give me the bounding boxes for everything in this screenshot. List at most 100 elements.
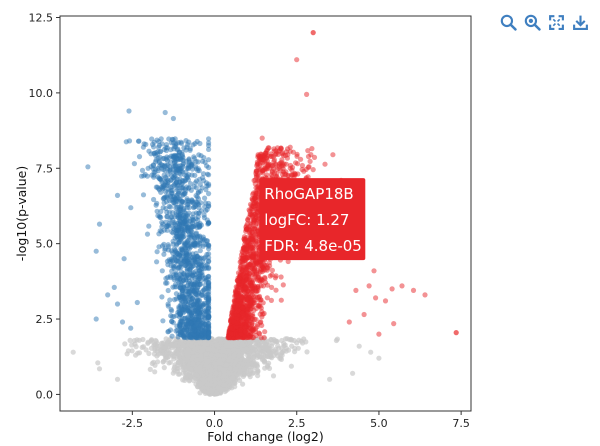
point-up-regulated	[251, 217, 257, 223]
point-down-regulated	[151, 150, 157, 156]
point-not-significant	[227, 379, 233, 385]
point-up-regulated	[238, 258, 244, 264]
point-down-regulated	[114, 192, 121, 198]
point-not-significant	[155, 359, 161, 365]
point-not-significant	[96, 366, 103, 372]
point-down-regulated	[158, 176, 164, 182]
point-up-regulated	[248, 295, 254, 301]
point-up-regulated	[269, 272, 275, 278]
point-up-regulated	[249, 229, 255, 235]
point-not-significant	[149, 360, 155, 367]
point-not-significant	[209, 388, 215, 395]
point-up-regulated	[254, 277, 260, 283]
point-down-regulated	[141, 173, 147, 179]
point-up-regulated	[361, 311, 367, 318]
point-up-regulated	[238, 327, 244, 333]
point-not-significant	[266, 365, 273, 371]
point-not-significant	[205, 346, 211, 352]
point-down-regulated	[190, 199, 196, 205]
point-up-regulated	[234, 320, 240, 326]
point-up-regulated	[240, 305, 246, 311]
point-down-regulated	[149, 136, 155, 142]
point-up-regulated	[399, 283, 405, 289]
point-up-regulated	[287, 162, 294, 169]
point-down-regulated	[202, 195, 208, 201]
point-down-regulated	[190, 258, 196, 264]
point-not-significant	[255, 373, 261, 379]
point-not-significant	[376, 355, 382, 361]
point-not-significant	[294, 340, 300, 346]
point-not-significant	[356, 343, 362, 349]
point-down-regulated	[195, 159, 201, 165]
point-not-significant	[215, 352, 221, 358]
point-not-significant	[237, 377, 243, 383]
point-down-regulated	[194, 279, 201, 285]
point-not-significant	[147, 366, 153, 372]
point-down-regulated	[167, 217, 173, 223]
point-not-significant	[192, 346, 199, 352]
point-not-significant	[139, 344, 145, 350]
point-not-significant	[223, 362, 229, 368]
point-up-regulated	[294, 161, 301, 167]
point-not-significant	[237, 368, 243, 374]
point-down-regulated	[165, 189, 171, 195]
point-not-significant	[217, 380, 223, 386]
point-not-significant	[194, 372, 200, 378]
point-not-significant	[239, 342, 245, 348]
point-down-regulated	[136, 138, 142, 144]
point-up-regulated	[278, 297, 284, 303]
point-down-regulated	[204, 291, 210, 297]
point-up-regulated	[240, 271, 247, 277]
point-not-significant	[248, 344, 254, 350]
point-down-regulated	[203, 324, 209, 330]
point-down-regulated	[131, 161, 137, 167]
point-down-regulated	[176, 264, 182, 270]
point-up-regulated	[249, 316, 255, 322]
point-not-significant	[153, 337, 159, 344]
point-up-regulated	[234, 301, 240, 307]
point-up-regulated	[253, 316, 259, 323]
point-down-regulated	[174, 185, 180, 191]
point-up-regulated	[262, 329, 268, 335]
point-down-regulated	[164, 227, 170, 233]
point-down-regulated	[175, 277, 181, 283]
point-not-significant	[193, 357, 199, 363]
point-not-significant	[246, 371, 252, 377]
point-down-regulated	[173, 281, 179, 287]
point-up-regulated	[252, 285, 258, 291]
point-down-regulated	[206, 146, 212, 152]
point-not-significant	[181, 365, 187, 371]
point-down-regulated	[136, 154, 143, 160]
point-up-regulated	[410, 287, 417, 293]
point-down-regulated	[169, 318, 175, 324]
point-not-significant	[197, 356, 204, 362]
point-up-regulated	[262, 275, 268, 282]
point-down-regulated	[166, 136, 172, 142]
point-up-regulated	[287, 144, 293, 150]
point-down-regulated	[171, 297, 178, 303]
point-not-significant	[213, 370, 219, 377]
point-down-regulated	[171, 171, 177, 177]
point-down-regulated	[171, 226, 177, 232]
point-up-regulated	[268, 162, 274, 168]
point-down-regulated	[173, 271, 179, 277]
point-not-significant	[250, 355, 256, 361]
point-not-significant	[262, 365, 268, 371]
point-up-regulated	[245, 255, 251, 261]
point-not-significant	[240, 361, 246, 367]
point-not-significant	[256, 346, 262, 352]
point-up-regulated	[311, 154, 318, 160]
point-not-significant	[129, 348, 135, 354]
point-not-significant	[175, 371, 181, 377]
point-up-regulated	[260, 300, 266, 306]
point-up-regulated	[253, 199, 259, 205]
point-not-significant	[132, 341, 138, 347]
point-up-regulated	[382, 298, 389, 304]
point-not-significant	[203, 351, 209, 357]
point-up-regulated	[254, 324, 260, 330]
point-down-regulated	[177, 323, 183, 329]
point-not-significant	[189, 357, 195, 363]
point-down-regulated	[167, 167, 173, 173]
point-not-significant	[327, 376, 333, 382]
point-not-significant	[213, 342, 219, 348]
